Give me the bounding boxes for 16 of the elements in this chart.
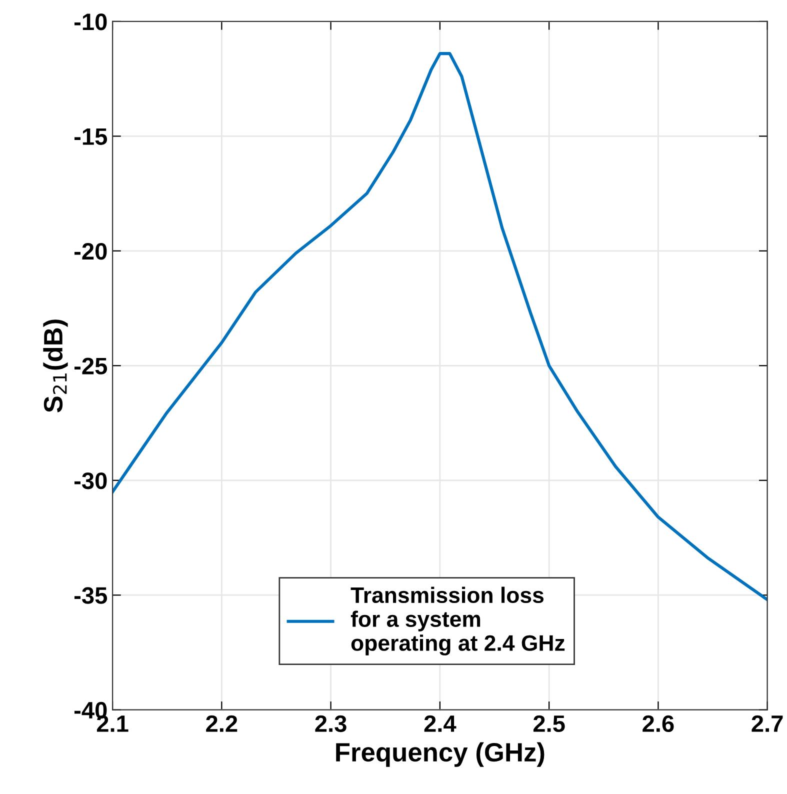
y-tick-label: -10 — [74, 14, 107, 30]
y-tick-label: -20 — [74, 242, 107, 260]
y-tick-label: -25 — [74, 358, 108, 374]
legend-label: Transmission loss for a system operating at 2.4 GHz — [350, 586, 565, 656]
y-axis-title: S$_{21}$(dB) — [43, 320, 68, 412]
x-tick-label: 2.2 — [206, 715, 238, 732]
x-tick-label: 2.6 — [642, 715, 674, 732]
x-axis-title: Frequency (GHz) — [336, 742, 544, 767]
y-tick-label: -35 — [74, 587, 108, 604]
line-series — [112, 52, 768, 602]
y-tick-label: -30 — [74, 472, 107, 490]
x-tick-label: 2.3 — [315, 715, 346, 732]
x-tick-label: 2.4 — [424, 715, 456, 732]
x-tick-label: 2.5 — [533, 715, 565, 732]
x-tick-label: 2.7 — [752, 715, 783, 732]
y-tick-label: -15 — [74, 128, 108, 145]
